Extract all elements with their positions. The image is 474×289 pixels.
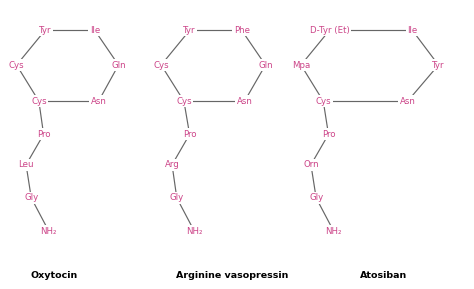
Text: Ile: Ile [90,26,100,35]
Text: Pro: Pro [322,130,335,139]
Text: Asn: Asn [91,97,107,106]
Text: Tyr: Tyr [183,26,196,35]
Text: Asn: Asn [400,97,416,106]
Text: Cys: Cys [316,97,331,106]
Text: Oxytocin: Oxytocin [31,271,78,280]
Text: Cys: Cys [176,97,191,106]
Text: Gly: Gly [309,193,323,203]
Text: Gln: Gln [111,60,126,70]
Text: Tyr: Tyr [39,26,51,35]
Text: Asn: Asn [237,97,253,106]
Text: Atosiban: Atosiban [360,271,408,280]
Text: Orn: Orn [303,160,319,169]
Text: NH₂: NH₂ [41,227,57,236]
Text: Gly: Gly [24,193,38,203]
Text: D-Tyr (Et): D-Tyr (Et) [310,26,349,35]
Text: NH₂: NH₂ [326,227,342,236]
Text: Pro: Pro [183,130,196,139]
Text: Gly: Gly [170,193,184,203]
Text: Tyr: Tyr [432,60,445,70]
Text: Ile: Ile [407,26,418,35]
Text: Phe: Phe [234,26,250,35]
Text: Mpa: Mpa [292,60,310,70]
Text: Cys: Cys [31,97,46,106]
Text: Leu: Leu [18,160,34,169]
Text: Cys: Cys [154,60,169,70]
Text: Pro: Pro [37,130,50,139]
Text: Arginine vasopressin: Arginine vasopressin [176,271,289,280]
Text: Cys: Cys [9,60,24,70]
Text: Arg: Arg [164,160,180,169]
Text: Gln: Gln [258,60,273,70]
Text: NH₂: NH₂ [186,227,202,236]
